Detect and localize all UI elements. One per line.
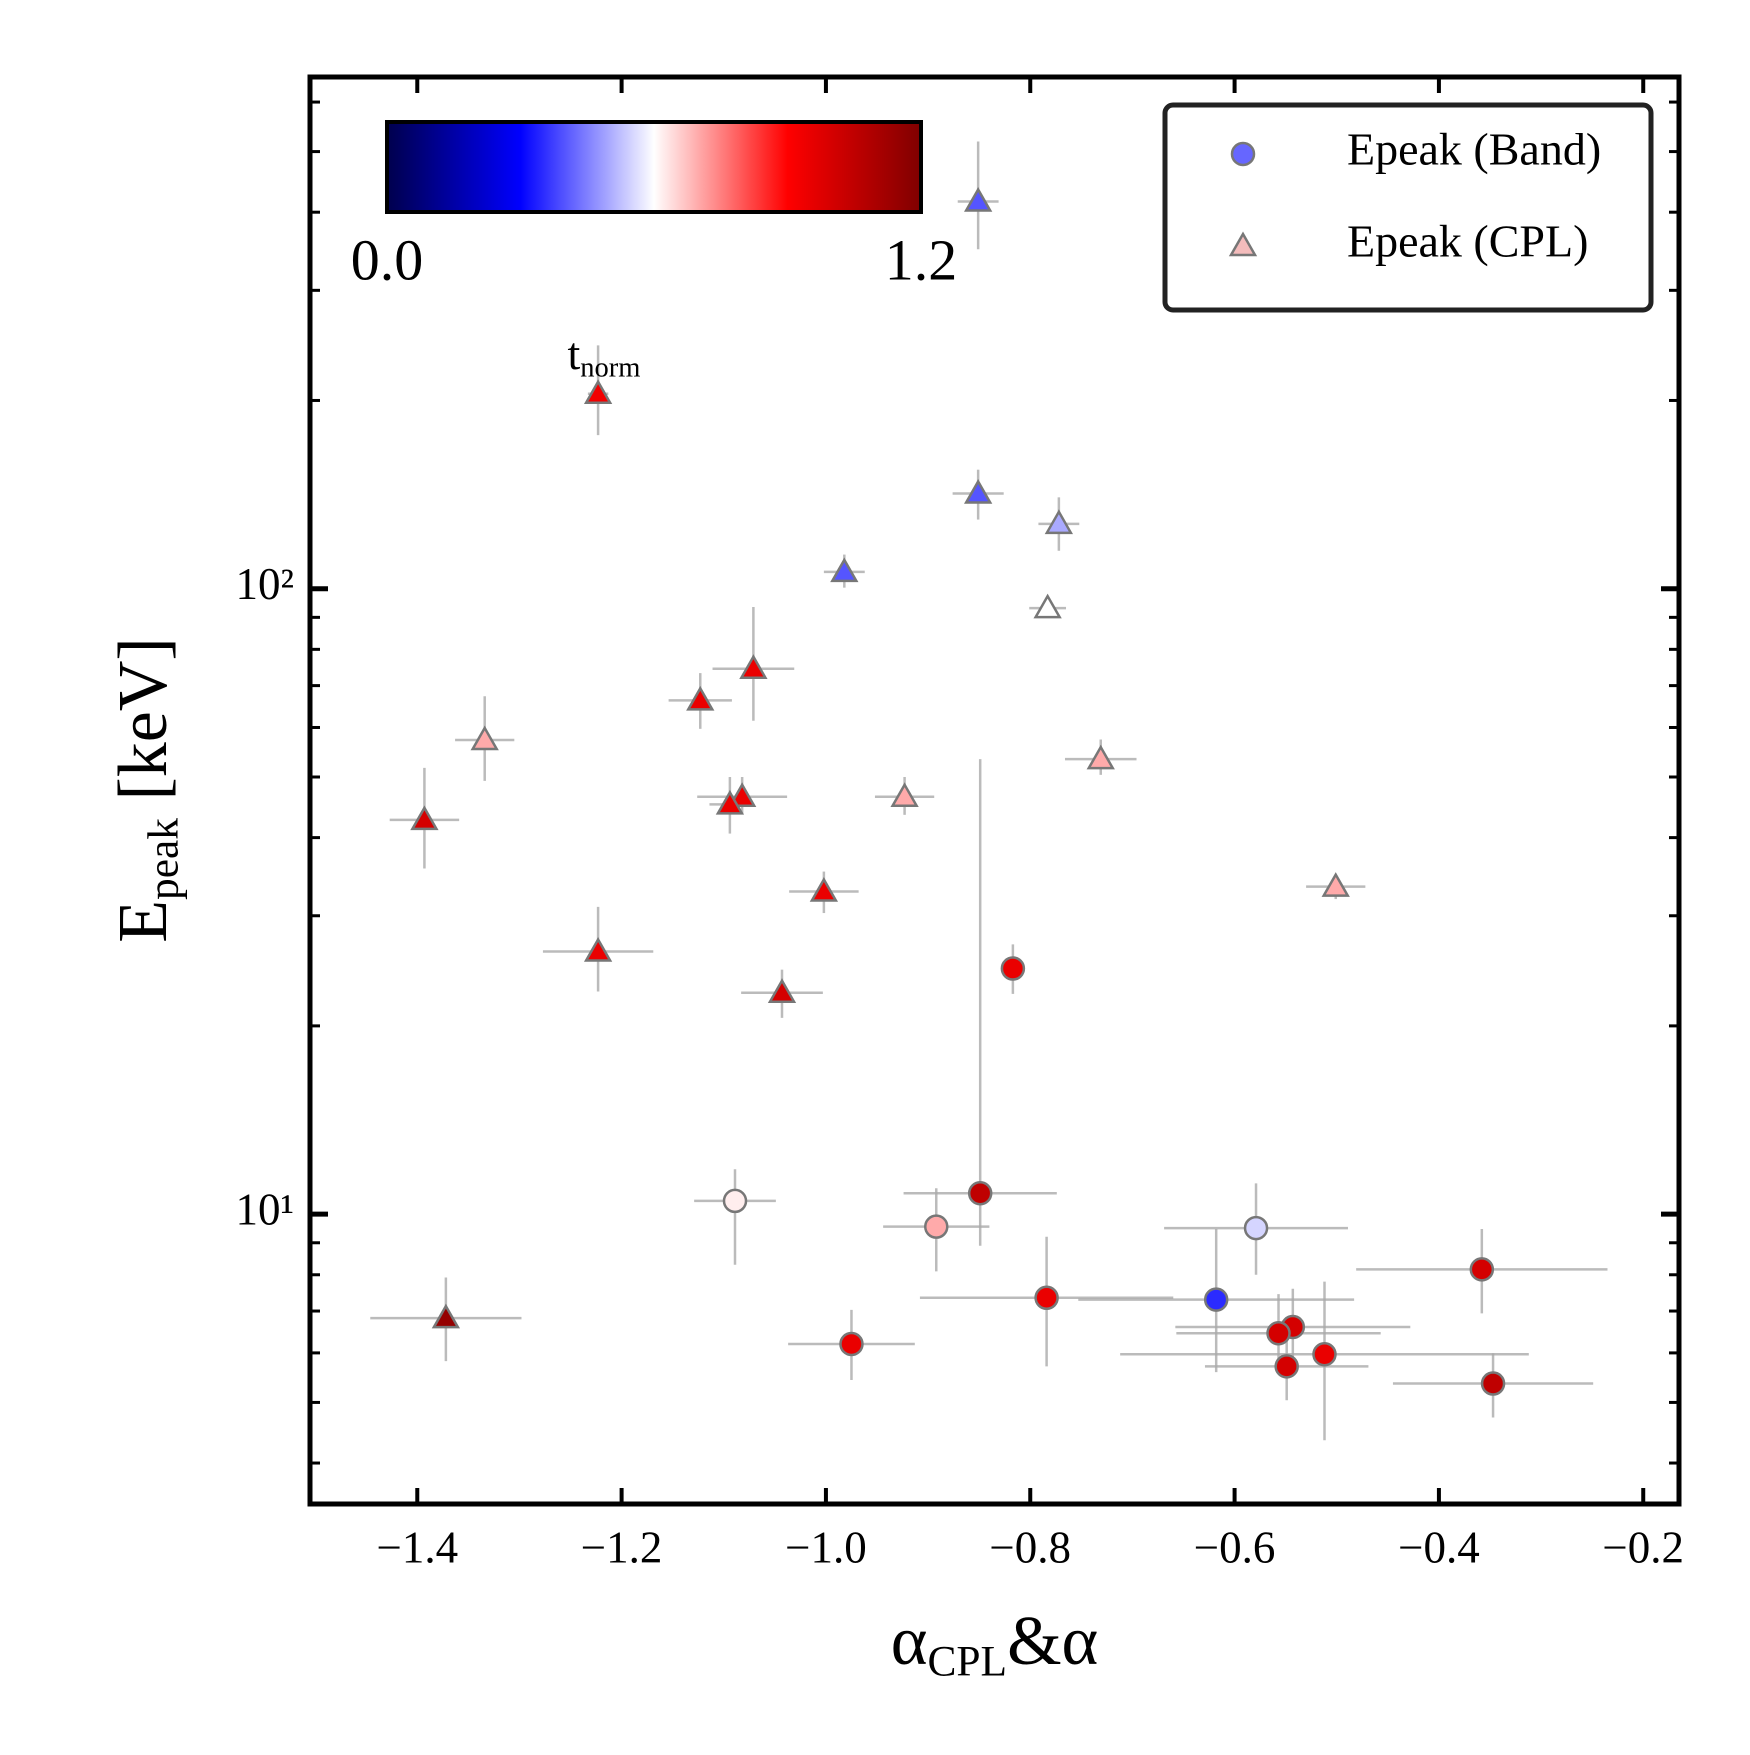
point: [583, 379, 613, 405]
x-axis-label-part: &α: [1007, 1603, 1098, 1680]
y-tick-label: 10²: [236, 559, 295, 609]
point: [1243, 1215, 1269, 1241]
point: [1086, 744, 1115, 770]
point: [809, 876, 839, 902]
y-axis-label: Epeak [keV]: [105, 637, 187, 942]
point: [1033, 593, 1062, 619]
point: [924, 1214, 949, 1239]
point: [1034, 1285, 1059, 1311]
colorbar-label-part: norm: [580, 352, 640, 383]
x-tick-label: −1.2: [581, 1522, 663, 1572]
legend-box: [1162, 102, 1654, 313]
plot-frame: [307, 74, 1682, 1507]
y-tick-label: 10¹: [236, 1184, 295, 1234]
point: [1274, 1354, 1299, 1379]
point: [722, 1188, 748, 1214]
x-tick-label: −0.2: [1602, 1522, 1684, 1572]
point: [739, 654, 768, 679]
x-tick-label: −1.4: [376, 1522, 458, 1572]
point: [715, 789, 745, 815]
x-axis-label-part: CPL: [927, 1637, 1007, 1685]
legend-marker: [1230, 141, 1256, 167]
x-axis-label-part: α: [891, 1603, 928, 1680]
x-tick-label: −0.4: [1398, 1522, 1480, 1572]
point: [963, 187, 993, 212]
point: [1321, 872, 1350, 897]
point: [1203, 1287, 1229, 1312]
point: [890, 782, 919, 807]
y-axis-label-part: [keV]: [105, 637, 182, 818]
point: [1044, 509, 1074, 535]
colorbar-tick-label: 1.2: [885, 227, 958, 292]
legend-label: Epeak (Band): [1347, 124, 1601, 175]
point: [686, 685, 715, 711]
x-tick-label: −0.6: [1194, 1522, 1276, 1572]
colorbar-label-part: t: [568, 328, 581, 379]
point: [410, 805, 439, 831]
point: [967, 1181, 993, 1206]
point: [839, 1331, 864, 1357]
point: [963, 478, 993, 504]
point: [470, 725, 499, 751]
legend-marker: [1228, 231, 1258, 257]
colorbar-label: tnorm: [568, 328, 641, 383]
x-tick-label: −0.8: [989, 1522, 1071, 1572]
point: [1312, 1342, 1337, 1367]
point: [1469, 1257, 1495, 1282]
point: [1480, 1371, 1506, 1396]
colorbar-tick-label: 0.0: [351, 227, 424, 292]
x-tick-label: −1.0: [785, 1522, 867, 1572]
legend-label: Epeak (CPL): [1347, 216, 1588, 267]
point: [1266, 1321, 1291, 1346]
y-axis-label-part: peak: [139, 818, 187, 900]
colorbar: [385, 120, 923, 214]
point: [431, 1303, 461, 1329]
point: [583, 936, 613, 962]
x-axis-label: αCPL&α: [891, 1603, 1098, 1685]
point: [830, 557, 859, 583]
point: [767, 978, 797, 1003]
y-axis-label-part: E: [105, 900, 182, 943]
point: [728, 782, 757, 807]
point: [1000, 956, 1026, 981]
